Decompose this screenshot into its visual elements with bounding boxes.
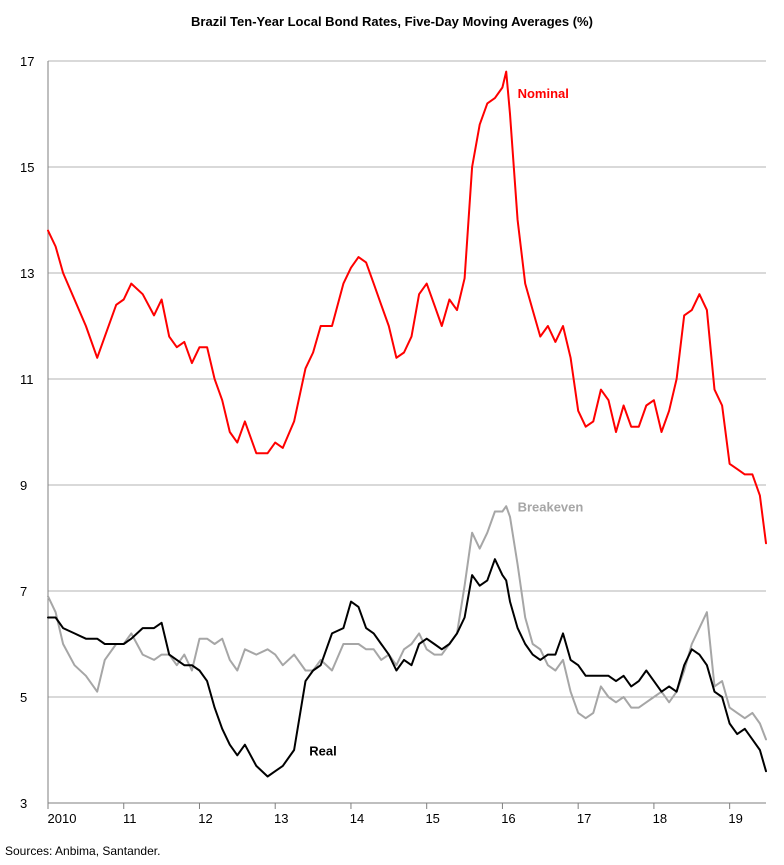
x-tick-label: 13 (274, 811, 288, 826)
x-tick-label: 19 (728, 811, 742, 826)
y-tick-label: 11 (20, 372, 34, 387)
x-tick-label: 14 (350, 811, 364, 826)
series-label-real: Real (309, 743, 336, 758)
source-note: Sources: Anbima, Santander. (5, 844, 161, 858)
series-line-breakeven (47, 505, 767, 741)
series-line-real (47, 558, 767, 778)
axes (47, 61, 766, 809)
series-line-nominal (47, 70, 767, 545)
y-tick-label: 9 (20, 478, 27, 493)
y-tick-label: 13 (20, 266, 34, 281)
gridlines (48, 60, 766, 698)
x-tick-label: 18 (653, 811, 667, 826)
x-tick-label: 12 (198, 811, 212, 826)
y-tick-label: 17 (20, 54, 34, 69)
series-label-nominal: Nominal (518, 86, 569, 101)
x-tick-label: 16 (501, 811, 515, 826)
y-tick-label: 15 (20, 160, 34, 175)
labels: 3 5 7 9 11 13 15 17 2010 11 12 13 14 15 16 17 18 19 Nomina… (20, 54, 743, 826)
series-lines (47, 70, 767, 778)
x-tick-label: 2010 (48, 811, 77, 826)
x-tick-label: 11 (123, 811, 137, 826)
x-tick-label: 15 (425, 811, 439, 826)
y-tick-label: 3 (20, 796, 27, 811)
chart-title: Brazil Ten-Year Local Bond Rates, Five-D… (191, 14, 593, 29)
x-tick-label: 17 (577, 811, 591, 826)
y-tick-label: 5 (20, 690, 27, 705)
y-tick-label: 7 (20, 584, 27, 599)
series-label-breakeven: Breakeven (518, 500, 584, 515)
